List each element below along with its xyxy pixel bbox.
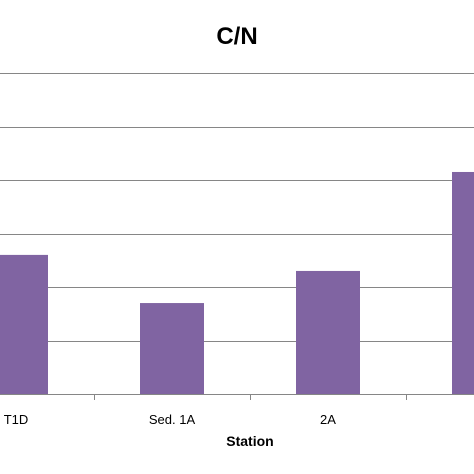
x-axis-tick-labels: T1D Sed. 1A 2A — [4, 412, 337, 427]
bar — [0, 254, 48, 394]
bar — [296, 270, 360, 394]
gridlines — [0, 73, 474, 342]
chart-title: C/N — [216, 23, 257, 50]
bars — [0, 171, 474, 394]
x-axis-ticks — [94, 394, 407, 400]
x-tick-label: 2A — [320, 412, 336, 427]
bar — [452, 171, 474, 394]
x-axis-title: Station — [226, 433, 273, 449]
bar — [140, 303, 204, 394]
x-tick-label: Sed. 1A — [149, 412, 196, 427]
x-tick-label: T1D — [4, 412, 29, 427]
